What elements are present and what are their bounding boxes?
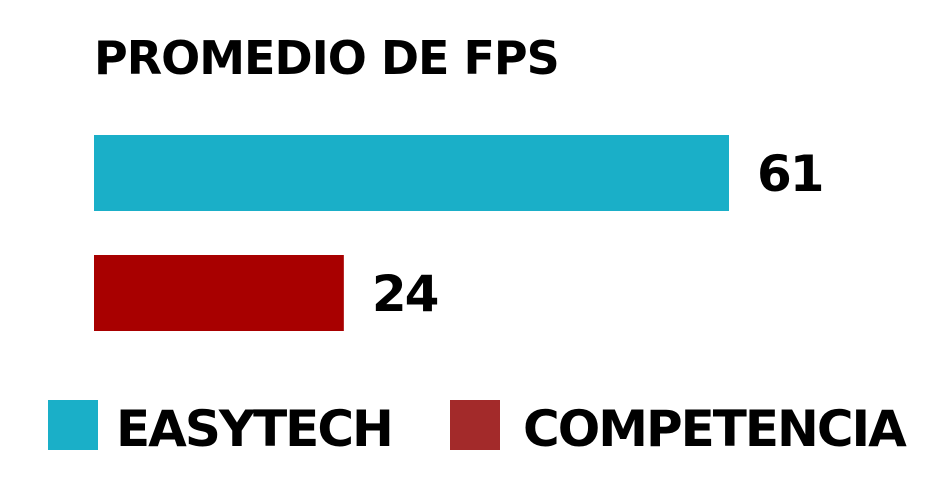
legend-swatch-competencia xyxy=(450,400,500,450)
bar-competencia xyxy=(94,255,344,331)
value-label-easytech: 61 xyxy=(757,145,823,203)
legend-swatch-easytech xyxy=(48,400,98,450)
bar-easytech xyxy=(94,135,729,211)
bars-layer: 61 24 xyxy=(94,135,825,331)
legend-label-easytech: EASYTECH xyxy=(116,400,392,458)
legend-label-competencia: COMPETENCIA xyxy=(523,400,907,458)
value-label-competencia: 24 xyxy=(372,265,438,323)
legend: EASYTECH COMPETENCIA xyxy=(48,400,909,458)
chart-title: PROMEDIO DE FPS xyxy=(94,31,559,85)
